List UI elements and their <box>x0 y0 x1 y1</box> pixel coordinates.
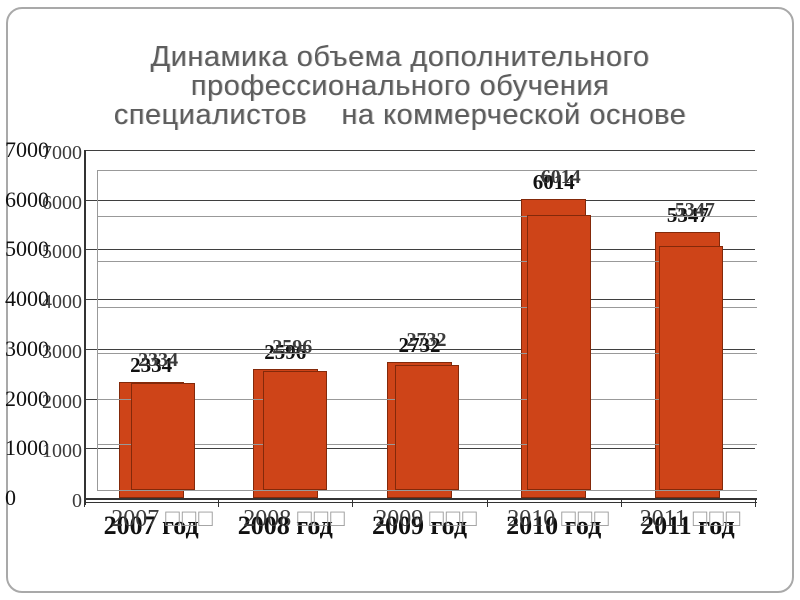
x-axis-label: 2011 год <box>641 511 735 540</box>
bar-2009-ghost <box>395 365 459 490</box>
title-line-2: профессионального обучения <box>190 70 610 103</box>
ghost-year-text: 2008 <box>243 506 298 532</box>
y-axis-label: 4000 <box>5 286 49 312</box>
y-axis-label-ghost: 2000 <box>42 390 82 413</box>
bar-2008-ghost <box>263 371 327 490</box>
x-axis-line-lower <box>84 502 757 503</box>
bar-2010-ghost <box>527 215 591 490</box>
gridline-ghost-7000 <box>97 170 757 171</box>
y-axis-label: 7000 <box>5 137 49 162</box>
bar-value-label-ghost: 2334 <box>138 348 179 371</box>
x-axis-tick <box>84 498 85 507</box>
y-axis-label: 1000 <box>5 435 49 461</box>
bar-value-label-ghost: 2596 <box>272 335 313 358</box>
title-line-3: специалистов на коммерческой основе <box>113 99 687 132</box>
gridline-ghost-0 <box>97 490 757 491</box>
gridline-ghost-3000 <box>97 352 757 354</box>
x-axis-label-ghost: 2007 □□□ <box>111 506 215 533</box>
gridline-front-7000 <box>84 150 755 151</box>
bar-value-label: 6014 <box>532 170 575 195</box>
missing-glyph-boxes: □□□ <box>692 506 743 532</box>
y-axis-label-ghost: 1000 <box>42 440 82 463</box>
x-axis-tick <box>620 498 622 507</box>
gridline-front-4000 <box>84 299 755 301</box>
gridline-ghost-6000 <box>97 215 757 217</box>
x-axis-tick <box>755 498 756 507</box>
gridline-ghost-4000 <box>97 307 757 309</box>
x-axis-label-ghost: 2008 □□□ <box>243 506 347 533</box>
bar-value-label: 5347 <box>666 203 709 228</box>
x-axis-label: 2009 год <box>371 511 468 540</box>
y-axis-label-ghost: 5000 <box>42 241 82 264</box>
x-axis-line-upper <box>84 498 757 500</box>
y-axis-label: 6000 <box>5 186 49 212</box>
y-axis-label: 3000 <box>5 335 49 361</box>
x-axis-tick <box>352 498 354 507</box>
y-axis-label-ghost: 4000 <box>42 291 82 314</box>
bar-2007-ghost <box>131 383 195 490</box>
x-axis-label: 2008 год <box>237 511 333 540</box>
y-axis-label-ghost: 3000 <box>42 340 82 363</box>
title-line-1: Динамика объема дополнительного <box>150 41 650 74</box>
bar-2011-ghost <box>659 245 723 490</box>
gridline-ghost-5000 <box>97 261 757 263</box>
ghost-year-text: 2009 <box>375 506 430 532</box>
missing-glyph-boxes: □□□ <box>297 506 347 532</box>
missing-glyph-boxes: □□□ <box>561 506 611 532</box>
x-axis-label: 2010 год <box>506 511 602 540</box>
ghost-year-text: 2011 <box>639 506 693 532</box>
bar-value-label-ghost: 2732 <box>406 329 447 352</box>
bar-value-label-ghost: 6014 <box>540 166 581 189</box>
missing-glyph-boxes: □□□ <box>165 506 215 532</box>
y-axis-label-ghost: 6000 <box>42 191 82 214</box>
x-axis-tick <box>218 498 220 507</box>
y-axis-label: 2000 <box>5 385 49 411</box>
missing-glyph-boxes: □□□ <box>429 506 479 532</box>
bar-value-label: 2596 <box>264 339 307 364</box>
x-axis-label-ghost: 2011 □□□ <box>640 506 743 533</box>
gridline-front-6000 <box>84 199 755 201</box>
y-axis-front <box>84 150 86 505</box>
x-axis-label-ghost: 2010 □□□ <box>507 506 611 533</box>
bar-value-label: 2334 <box>130 352 173 377</box>
gridline-front-5000 <box>84 249 755 251</box>
ghost-year-text: 2007 <box>111 506 166 532</box>
y-axis-label: 0 <box>5 485 16 510</box>
y-axis-label: 5000 <box>5 236 49 262</box>
x-axis-tick <box>486 498 488 507</box>
y-axis-label-ghost: 7000 <box>42 142 82 164</box>
y-axis-label-ghost: 0 <box>72 490 82 512</box>
y-axis-ghost <box>97 170 98 490</box>
bar-value-label-ghost: 5347 <box>674 199 715 222</box>
x-axis-label: 2007 год <box>103 511 199 540</box>
slide-title: Динамика объема дополнительного професси… <box>30 43 770 130</box>
x-axis-label-ghost: 2009 □□□ <box>375 506 479 533</box>
ghost-year-text: 2010 <box>507 506 562 532</box>
gridline-front-3000 <box>84 348 755 350</box>
